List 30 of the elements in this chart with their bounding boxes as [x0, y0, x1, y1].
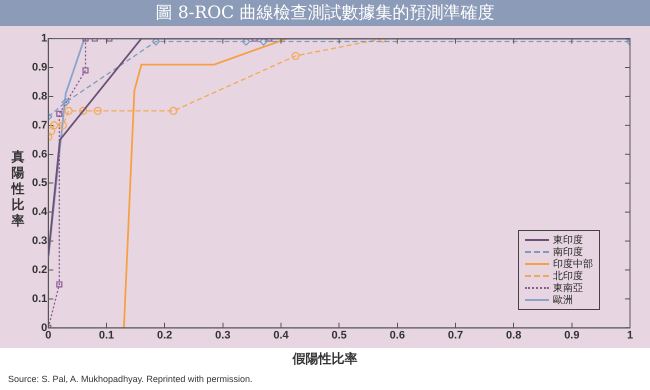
legend-label: 北印度 — [553, 270, 583, 282]
legend-label: 東南亞 — [553, 282, 583, 294]
x-tick-label: 0.4 — [273, 329, 290, 342]
x-tick-label: 0.5 — [331, 329, 347, 342]
x-tick-label: 1 — [626, 329, 634, 342]
x-tick-label: 0.6 — [390, 329, 405, 342]
y-tick-label: 0.5 — [32, 177, 48, 190]
legend-label: 印度中部 — [553, 258, 593, 270]
legend-label: 南印度 — [553, 246, 583, 258]
y-tick-label: 0.6 — [32, 148, 48, 160]
y-tick-label: 0.9 — [32, 62, 48, 74]
y-tick-label: 0.3 — [32, 235, 48, 248]
x-tick-label: 0.7 — [448, 329, 464, 342]
x-tick-label: 0.8 — [506, 329, 522, 342]
legend-label: 歐洲 — [553, 294, 573, 307]
y-tick-label: 0.7 — [32, 119, 48, 132]
x-tick-label: 0.1 — [98, 329, 114, 342]
y-axis-title: 真陽性比率 — [10, 150, 26, 230]
y-tick-label: 0.1 — [32, 292, 48, 305]
chart-title: 圖 8-ROC 曲線檢查測試數據集的預測準確度 — [0, 0, 650, 26]
y-tick-label: 1 — [41, 32, 48, 45]
x-tick-label: 0.3 — [215, 329, 230, 342]
x-axis-title: 假陽性比率 — [291, 350, 358, 368]
legend-label: 東印度 — [553, 234, 583, 246]
y-tick-label: 0.2 — [32, 264, 48, 276]
y-tick-label: 0.4 — [32, 206, 48, 218]
x-tick-label: 0.9 — [564, 329, 580, 342]
x-tick-label: 0.2 — [156, 329, 172, 342]
y-tick-label: 0.8 — [32, 90, 48, 102]
source-note: Source: S. Pal, A. Mukhopadhyay. Reprinted with permission. — [8, 374, 252, 384]
